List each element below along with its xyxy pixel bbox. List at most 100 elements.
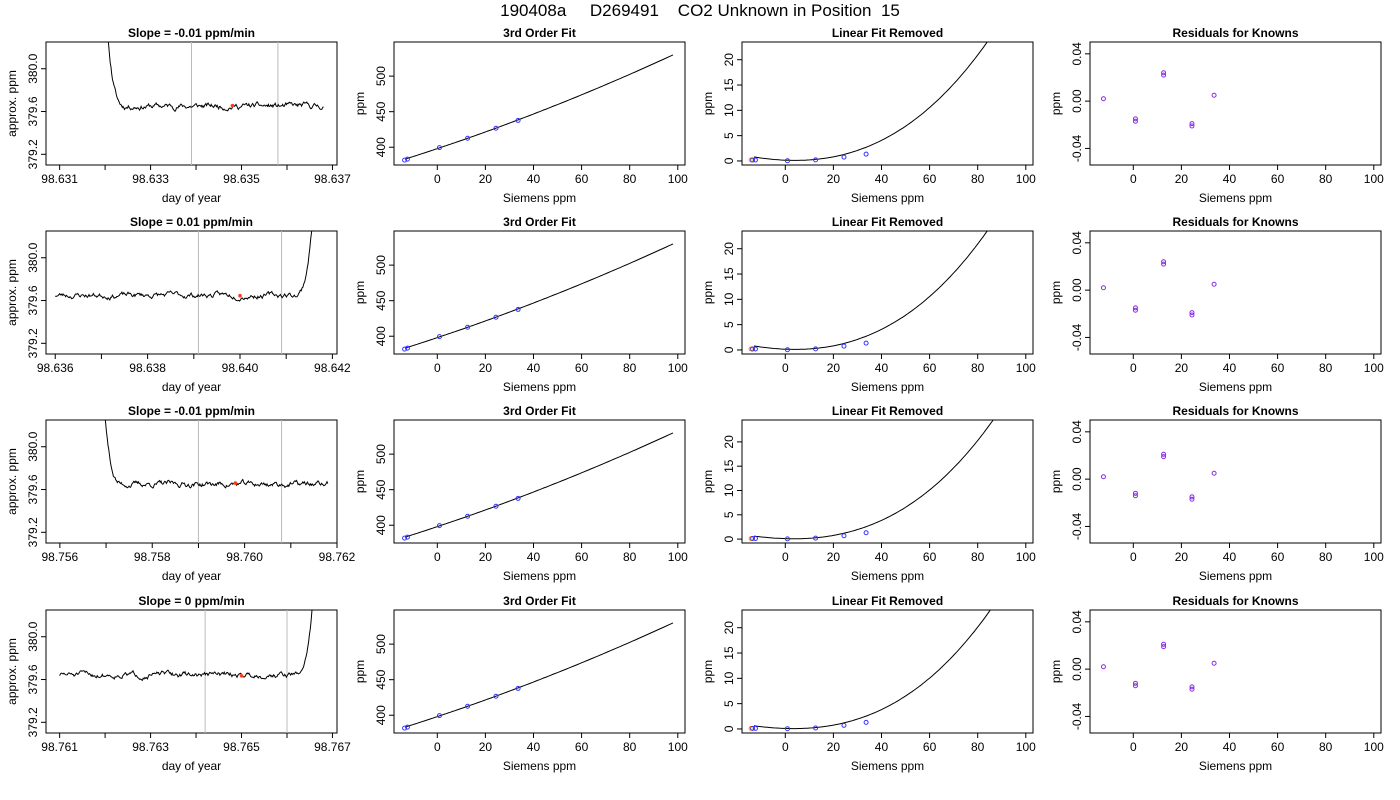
fit-curve: [405, 432, 674, 538]
residual-point: [1161, 641, 1167, 647]
y-axis-label: approx. ppm: [5, 638, 19, 705]
standard-point: [813, 157, 819, 163]
y-tick-label: 0.00: [1070, 657, 1084, 681]
y-tick-label: 0.04: [1070, 42, 1084, 66]
plot-frame: [393, 41, 686, 166]
standard-point: [750, 725, 756, 731]
x-tick-label: 60: [1271, 740, 1285, 754]
x-tick-label: 0: [1130, 361, 1137, 375]
x-tick-label: 40: [527, 740, 541, 754]
x-tick-label: 40: [1223, 550, 1237, 564]
y-tick-label: 15: [722, 459, 736, 473]
x-tick-label: 80: [623, 172, 637, 186]
x-tick-label: 100: [1364, 550, 1384, 564]
plot-area: [1100, 451, 1217, 502]
y-tick-label: 379.6: [26, 664, 40, 694]
page-title: 190408a D269491 CO2 Unknown in Position …: [500, 1, 900, 20]
x-tick-label: 98.756: [42, 550, 79, 564]
plot-frame: [741, 609, 1034, 734]
x-tick-label: 20: [479, 740, 493, 754]
standard-point: [404, 345, 410, 351]
residual-point: [1100, 285, 1106, 291]
panel-r3-fit: 3rd Order Fit Siemens ppm ppm 0 20 40 60 80 100 4…: [353, 404, 688, 583]
x-tick-label: 98.635: [223, 172, 260, 186]
standard-point: [863, 530, 869, 536]
standard-point: [402, 346, 408, 352]
y-tick-label: 500: [374, 444, 388, 464]
standard-point: [841, 722, 847, 728]
plot-area: [107, 42, 324, 165]
x-tick-label: 80: [971, 361, 985, 375]
x-tick-label: 100: [668, 740, 688, 754]
standard-point: [515, 685, 521, 691]
standard-point: [813, 535, 819, 541]
y-tick-label: 5: [722, 700, 736, 707]
panel-title: Linear Fit Removed: [832, 594, 943, 608]
y-tick-label: 0.04: [1070, 231, 1084, 255]
sample-marker: [230, 103, 235, 108]
residual-point: [1132, 116, 1138, 122]
plot-frame: [1089, 609, 1382, 734]
x-tick-label: 80: [1319, 361, 1333, 375]
x-tick-label: 0: [1130, 172, 1137, 186]
standard-point: [493, 314, 499, 320]
x-axis-label: day of year: [162, 759, 221, 773]
standard-point: [784, 158, 790, 164]
residual-point: [1161, 454, 1167, 460]
plot-area: [1100, 70, 1217, 129]
x-tick-label: 40: [875, 361, 889, 375]
y-tick-label: 0.00: [1070, 467, 1084, 491]
residual-point: [1132, 490, 1138, 496]
panel-title: Residuals for Knowns: [1172, 26, 1298, 40]
y-tick-label: 5: [722, 511, 736, 518]
panel-title: Residuals for Knowns: [1172, 404, 1298, 418]
y-axis-label: approx. ppm: [5, 448, 19, 515]
plot-area: [1100, 641, 1217, 692]
standard-point: [752, 346, 758, 352]
x-tick-label: 20: [1175, 172, 1189, 186]
residual-point: [1132, 680, 1138, 686]
y-axis-label: ppm: [701, 660, 715, 683]
concentration-trace: [54, 231, 313, 302]
residual-point: [1211, 281, 1217, 287]
concentration-trace: [107, 42, 324, 113]
x-axis-label: Siemens ppm: [1199, 759, 1272, 773]
y-axis-label: ppm: [353, 92, 367, 115]
y-tick-label: 20: [722, 242, 736, 256]
x-axis-label: Siemens ppm: [1199, 380, 1272, 394]
residual-point: [1211, 660, 1217, 666]
x-tick-label: 100: [668, 361, 688, 375]
y-tick-label: -0.04: [1070, 512, 1084, 540]
standard-point: [515, 495, 521, 501]
standard-point: [493, 503, 499, 509]
plot-frame: [741, 230, 1034, 355]
x-axis-label: Siemens ppm: [503, 191, 576, 205]
x-axis-label: Siemens ppm: [851, 380, 924, 394]
residual-point: [1189, 494, 1195, 500]
x-tick-label: 98.763: [132, 740, 169, 754]
plot-area: [748, 42, 988, 164]
standard-point: [752, 536, 758, 542]
x-tick-label: 98.637: [314, 172, 351, 186]
panel-title: Linear Fit Removed: [832, 215, 943, 229]
x-tick-label: 98.762: [319, 550, 356, 564]
y-axis-label: approx. ppm: [5, 259, 19, 326]
y-tick-label: 0: [722, 535, 736, 542]
x-axis-label: Siemens ppm: [1199, 569, 1272, 583]
x-axis-label: Siemens ppm: [503, 380, 576, 394]
x-axis-label: Siemens ppm: [851, 759, 924, 773]
x-tick-label: 20: [1175, 740, 1189, 754]
standard-point: [750, 346, 756, 352]
fit-curve: [753, 231, 988, 350]
plot-frame: [741, 419, 1034, 544]
standard-point: [813, 346, 819, 352]
panel-r2-fit: 3rd Order Fit Siemens ppm ppm 0 20 40 60 80 100 4…: [353, 215, 688, 394]
residual-point: [1132, 118, 1138, 124]
x-tick-label: 98.633: [132, 172, 169, 186]
y-tick-label: 379.2: [26, 139, 40, 169]
standard-point: [515, 117, 521, 123]
panel-title: Slope = -0.01 ppm/min: [128, 26, 255, 40]
y-tick-label: 0: [722, 346, 736, 353]
plot-frame: [1089, 41, 1382, 166]
